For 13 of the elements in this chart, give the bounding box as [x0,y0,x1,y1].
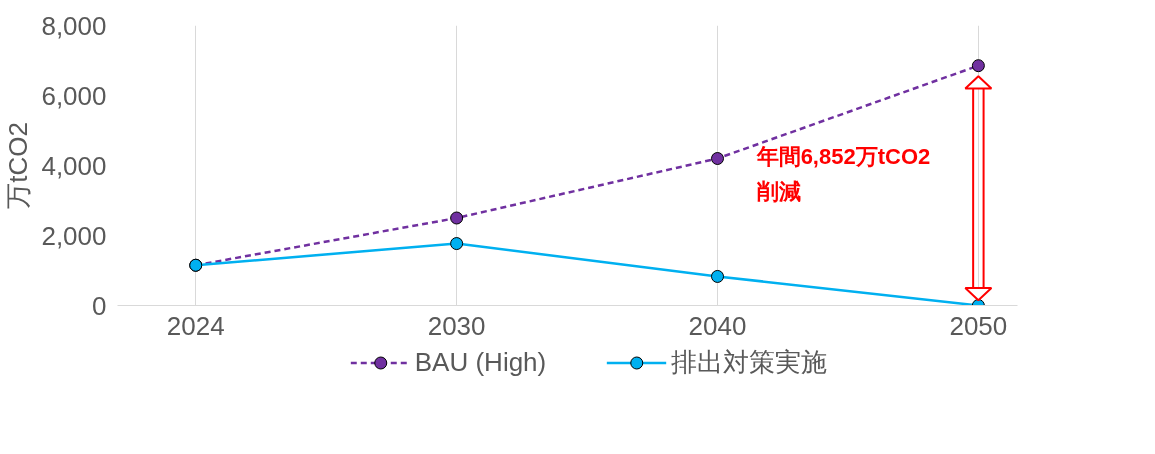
legend-label: BAU (High) [414,346,547,378]
x-tick-label: 2050 [949,310,1008,341]
y-tick-label: 8,000 [41,10,107,41]
y-axis-title: 万tCO2 [3,122,34,209]
x-tick-label: 2024 [166,310,225,341]
y-tick-label: 0 [92,290,107,321]
x-tick-label: 2030 [427,310,486,341]
y-tick-label: 4,000 [41,150,107,181]
x-tick-label: 2040 [688,310,747,341]
annotation: 年間6,852万tCO2 削減 [755,143,931,204]
y-tick-label: 6,000 [41,80,107,111]
y-tick-label: 2,000 [41,220,107,251]
legend-label: 排出対策実施 [671,345,828,379]
